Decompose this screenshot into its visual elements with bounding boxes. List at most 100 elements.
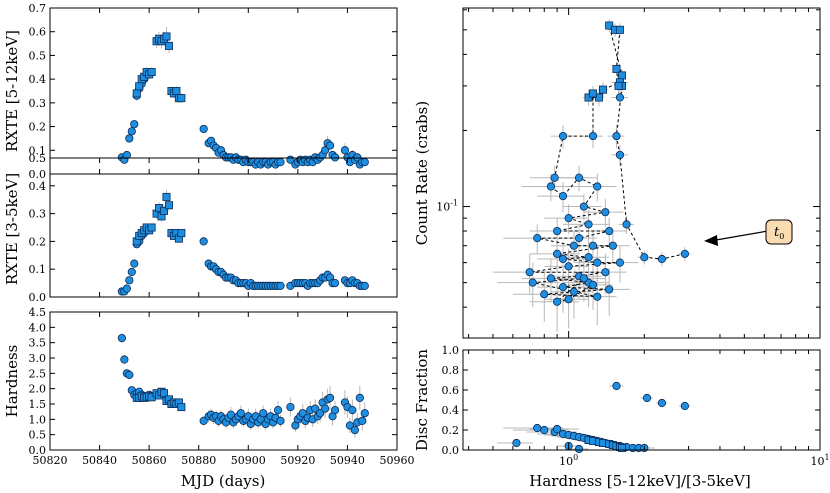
data-point-circle bbox=[348, 406, 357, 415]
y-tick-label: 0.0 bbox=[442, 444, 460, 457]
data-point-circle bbox=[588, 280, 598, 289]
y-tick-label: 1.5 bbox=[29, 398, 47, 411]
y-tick-label: 0.2 bbox=[29, 121, 47, 134]
y-tick-label: 0.1 bbox=[29, 144, 47, 157]
t0-arrow-head bbox=[704, 235, 718, 246]
data-point-circle bbox=[528, 278, 537, 287]
x-tick-label: 50820 bbox=[33, 454, 68, 467]
data-point-circle bbox=[540, 290, 549, 299]
y-tick-label: 0.5 bbox=[29, 49, 47, 62]
data-point-circle bbox=[615, 258, 625, 267]
data-point-circle bbox=[236, 409, 245, 418]
data-point-circle bbox=[553, 226, 562, 236]
data-point-circle bbox=[546, 182, 555, 191]
panel-disc-fraction: 100 101 0.0 0.2 0.4 0.6 0.8 1.0 Disc Fraction H… bbox=[413, 344, 830, 490]
data-point-circle bbox=[298, 409, 307, 418]
data-point-circle bbox=[360, 281, 369, 290]
disc-frame bbox=[462, 349, 821, 451]
data-point-circle bbox=[117, 333, 126, 343]
data-point-square bbox=[588, 89, 597, 98]
data-point-circle bbox=[120, 355, 129, 364]
data-point-square bbox=[160, 389, 169, 398]
data-point-square bbox=[132, 89, 141, 98]
data-point-circle bbox=[584, 253, 593, 262]
data-point-circle bbox=[574, 173, 584, 182]
data-point-square bbox=[162, 192, 171, 201]
data-point-circle bbox=[330, 278, 340, 288]
y-tick-label: 0.5 bbox=[29, 152, 47, 165]
data-point-circle bbox=[540, 425, 549, 435]
y-tick-label: 0.2 bbox=[442, 424, 460, 437]
data-point-circle bbox=[564, 214, 573, 223]
data-point-circle bbox=[355, 393, 364, 402]
data-point-circle bbox=[608, 241, 617, 250]
data-point-square bbox=[177, 229, 186, 238]
data-point-circle bbox=[358, 416, 367, 425]
count-rate-ylabel: Count Rate (crabs) bbox=[413, 101, 431, 245]
x-tick-label: 101 bbox=[810, 453, 829, 468]
data-point-square bbox=[162, 32, 171, 41]
y-tick-label: 0.8 bbox=[442, 364, 460, 377]
data-point-circle bbox=[588, 131, 598, 141]
data-point-circle bbox=[588, 241, 598, 250]
data-point-circle bbox=[550, 173, 559, 182]
data-point-square bbox=[172, 87, 181, 96]
data-point-circle bbox=[340, 146, 350, 155]
data-point-circle bbox=[325, 393, 335, 402]
data-point-circle bbox=[553, 424, 562, 434]
y-tick-label: 10-1 bbox=[436, 199, 458, 214]
data-point-circle bbox=[657, 254, 667, 264]
data-point-circle bbox=[350, 425, 359, 435]
data-point-circle bbox=[199, 416, 208, 425]
data-point-circle bbox=[615, 93, 625, 102]
y-tick-label: 0.1 bbox=[29, 263, 47, 276]
y-tick-label: 0.4 bbox=[442, 404, 460, 417]
data-point-circle bbox=[593, 292, 602, 301]
data-point-circle bbox=[125, 370, 134, 379]
data-point-circle bbox=[558, 283, 568, 292]
y-tick-label: 4.0 bbox=[29, 321, 47, 334]
data-point-circle bbox=[360, 409, 369, 418]
data-point-circle bbox=[605, 226, 614, 236]
data-point-square bbox=[617, 443, 626, 452]
data-point-square bbox=[177, 94, 186, 103]
hardness-ylabel: Hardness bbox=[3, 345, 21, 418]
panel-hardness-intensity: 10-1 Count Rate (crabs) t0 bbox=[413, 7, 821, 339]
data-point-circle bbox=[615, 150, 625, 160]
data-point-square bbox=[147, 68, 156, 77]
data-point-square bbox=[612, 64, 621, 73]
data-point-circle bbox=[605, 285, 614, 294]
data-point-circle bbox=[330, 153, 340, 162]
x-tick-label: 50840 bbox=[82, 454, 117, 467]
y-tick-label: 0.4 bbox=[29, 180, 47, 193]
data-point-square bbox=[177, 403, 186, 412]
y-tick-label: 0.3 bbox=[29, 97, 47, 110]
x-tick-label: 50960 bbox=[380, 454, 415, 467]
data-point-circle bbox=[601, 268, 610, 277]
data-point-circle bbox=[558, 191, 568, 201]
panel-rxte-5-12kev: 0.0 0.1 0.2 0.3 0.4 0.5 0.6 0.7 RXTE [5-12keV] bbox=[3, 2, 398, 181]
y-tick-label: 0.0 bbox=[29, 444, 47, 457]
y-tick-label: 2.0 bbox=[29, 383, 47, 396]
panel-hardness: 0.0 0.5 1.0 1.5 2.0 2.5 3.0 3.5 4.0 4.5 50820 50840… bbox=[3, 306, 415, 490]
y-tick-label: 1.0 bbox=[29, 413, 47, 426]
data-point-circle bbox=[276, 158, 285, 167]
y-tick-label: 2.5 bbox=[29, 367, 47, 380]
data-point-circle bbox=[325, 141, 335, 150]
y-tick-label: 0.3 bbox=[29, 208, 47, 221]
x-tick-label: 50920 bbox=[280, 454, 315, 467]
y-tick-label: 3.0 bbox=[29, 352, 47, 365]
rxte-3-5kev-ylabel: RXTE [3-5keV] bbox=[3, 173, 21, 285]
data-point-square bbox=[147, 223, 156, 232]
data-point-square bbox=[614, 81, 623, 90]
t0-arrow-line bbox=[715, 230, 769, 241]
data-point-circle bbox=[316, 409, 325, 418]
data-point-square bbox=[164, 201, 173, 210]
data-point-square bbox=[135, 82, 144, 91]
data-point-circle bbox=[273, 406, 283, 415]
data-point-circle bbox=[512, 438, 521, 448]
t0-annotation: t0 bbox=[704, 219, 793, 246]
data-point-circle bbox=[345, 421, 355, 430]
data-point-circle bbox=[553, 249, 562, 258]
y-tick-label: 0.0 bbox=[29, 168, 47, 181]
